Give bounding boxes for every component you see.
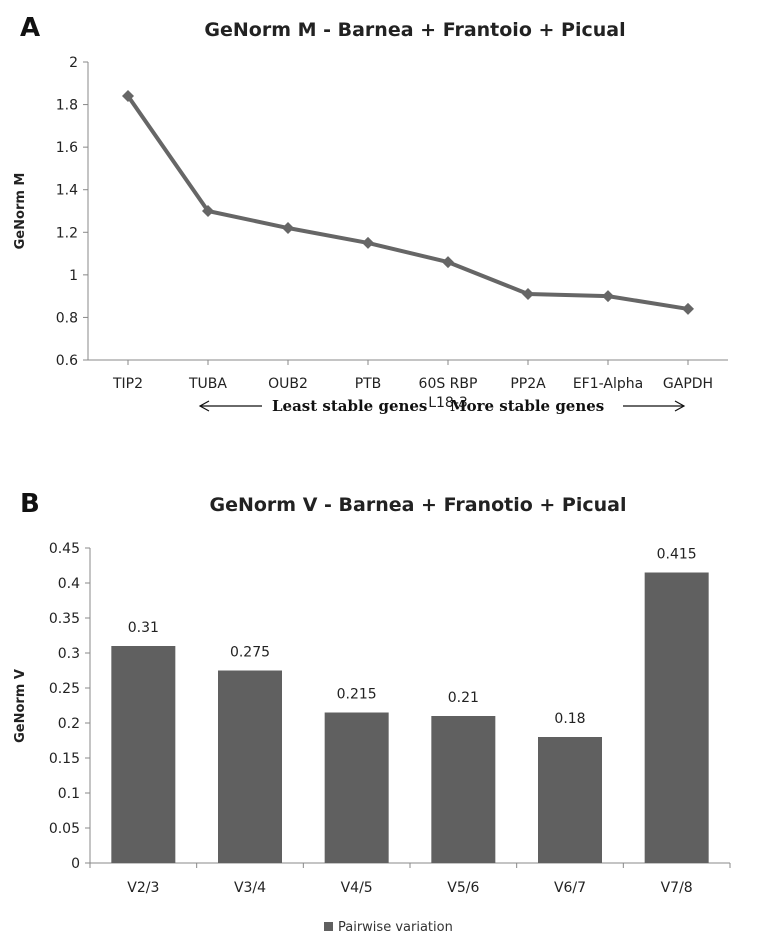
panel-a-y-axis-label: GeNorm M — [13, 173, 28, 250]
right-arrow-head — [674, 400, 686, 412]
b-y-tick-label: 0.35 — [49, 611, 80, 627]
b-data-label: 0.31 — [128, 620, 159, 636]
a-x-tick-label: PP2A — [510, 376, 546, 392]
panel-a: A GeNorm M - Barnea + Frantoio + Picual … — [13, 13, 728, 415]
a-x-tick-label: 60S RBP L18-3 — [419, 376, 478, 411]
panel-a-y-ticks: 0.6 0.8 1 1.2 1.4 1.6 1.8 2 — [56, 55, 88, 369]
b-data-label: 0.21 — [448, 690, 479, 706]
panel-b-title: GeNorm V - Barnea + Franotio + Picual — [210, 494, 627, 516]
panel-a-x-ticks: TIP2 TUBA OUB2 PTB 60S RBP L18-3 PP2A EF1-Alpha… — [112, 360, 713, 411]
a-data-point — [602, 290, 614, 303]
panel-a-letter: A — [20, 13, 40, 43]
b-data-label: 0.18 — [554, 711, 585, 727]
a-x-tick-label: TIP2 — [112, 376, 143, 392]
legend: Pairwise variation — [324, 920, 453, 935]
panel-b-x-ticks: V2/3 V3/4 V4/5 V5/6 V6/7 V7/8 — [89, 863, 731, 896]
b-y-tick-label: 0.05 — [49, 821, 80, 837]
b-x-tick-label: V5/6 — [447, 880, 479, 896]
b-bar — [111, 646, 176, 863]
a-data-point — [362, 236, 374, 249]
panel-a-axes — [87, 62, 728, 361]
b-bar — [324, 712, 389, 863]
a-series-line — [126, 94, 689, 311]
legend-label: Pairwise variation — [338, 920, 453, 935]
panel-b: B GeNorm V - Barnea + Franotio + Picual … — [13, 489, 731, 935]
a-x-tick-label: PTB — [355, 376, 382, 392]
a-data-point — [122, 90, 134, 103]
a-y-tick-label: 2 — [69, 55, 78, 71]
stability-annotation: Least stable genes More stable genes — [198, 397, 686, 415]
b-x-tick-label: V3/4 — [234, 880, 266, 896]
b-y-tick-label: 0.4 — [58, 576, 80, 592]
b-y-tick-label: 0.45 — [49, 541, 80, 557]
b-data-label: 0.215 — [337, 687, 377, 703]
b-y-tick-label: 0.25 — [49, 681, 80, 697]
panel-b-y-ticks: 0 0.05 0.1 0.15 0.2 0.25 0.3 0.35 0.4 0.45 — [49, 541, 90, 872]
panel-b-y-axis-label: GeNorm V — [13, 669, 28, 743]
a-y-tick-label: 1.4 — [56, 183, 78, 199]
a-x-tick-label: OUB2 — [268, 376, 308, 392]
b-y-tick-label: 0 — [71, 856, 80, 872]
b-bar — [538, 737, 602, 863]
b-y-tick-label: 0.15 — [49, 751, 80, 767]
b-bar — [218, 670, 282, 863]
a-y-tick-label: 1.6 — [56, 140, 78, 156]
a-y-tick-label: 0.6 — [56, 353, 78, 369]
a-x-tick-label: GAPDH — [663, 376, 713, 392]
panel-b-axes — [89, 548, 730, 864]
a-data-point — [522, 288, 534, 301]
panel-b-bars — [111, 572, 709, 863]
a-y-tick-label: 0.8 — [56, 310, 78, 326]
panel-a-title: GeNorm M - Barnea + Frantoio + Picual — [204, 19, 625, 41]
b-x-tick-label: V2/3 — [127, 880, 159, 896]
b-x-tick-label: V6/7 — [554, 880, 586, 896]
a-data-point — [442, 256, 454, 269]
b-x-tick-label: V4/5 — [341, 880, 373, 896]
b-bar — [644, 572, 709, 863]
panel-a-series — [122, 90, 694, 315]
b-data-label: 0.415 — [657, 547, 697, 563]
left-arrow-head — [198, 400, 210, 412]
b-y-tick-label: 0.1 — [58, 786, 80, 802]
more-stable-label: More stable genes — [450, 397, 604, 415]
b-y-tick-label: 0.2 — [58, 716, 80, 732]
a-data-point — [202, 205, 214, 217]
a-y-tick-label: 1.8 — [56, 98, 78, 114]
b-y-tick-label: 0.3 — [58, 646, 80, 662]
a-x-tick-label: EF1-Alpha — [573, 376, 643, 392]
a-x-tick-label: TUBA — [188, 376, 227, 392]
b-x-tick-label: V7/8 — [661, 880, 693, 896]
legend-swatch — [324, 922, 333, 931]
a-y-tick-label: 1 — [69, 268, 78, 284]
a-data-point — [282, 222, 294, 235]
b-bar — [431, 716, 496, 863]
least-stable-label: Least stable genes — [272, 397, 427, 415]
panel-b-letter: B — [20, 489, 40, 519]
panel-b-data-labels: 0.31 0.275 0.215 0.21 0.18 0.415 — [128, 547, 697, 728]
b-data-label: 0.275 — [230, 645, 270, 661]
a-data-point — [682, 302, 694, 315]
a-y-tick-label: 1.2 — [56, 225, 78, 241]
